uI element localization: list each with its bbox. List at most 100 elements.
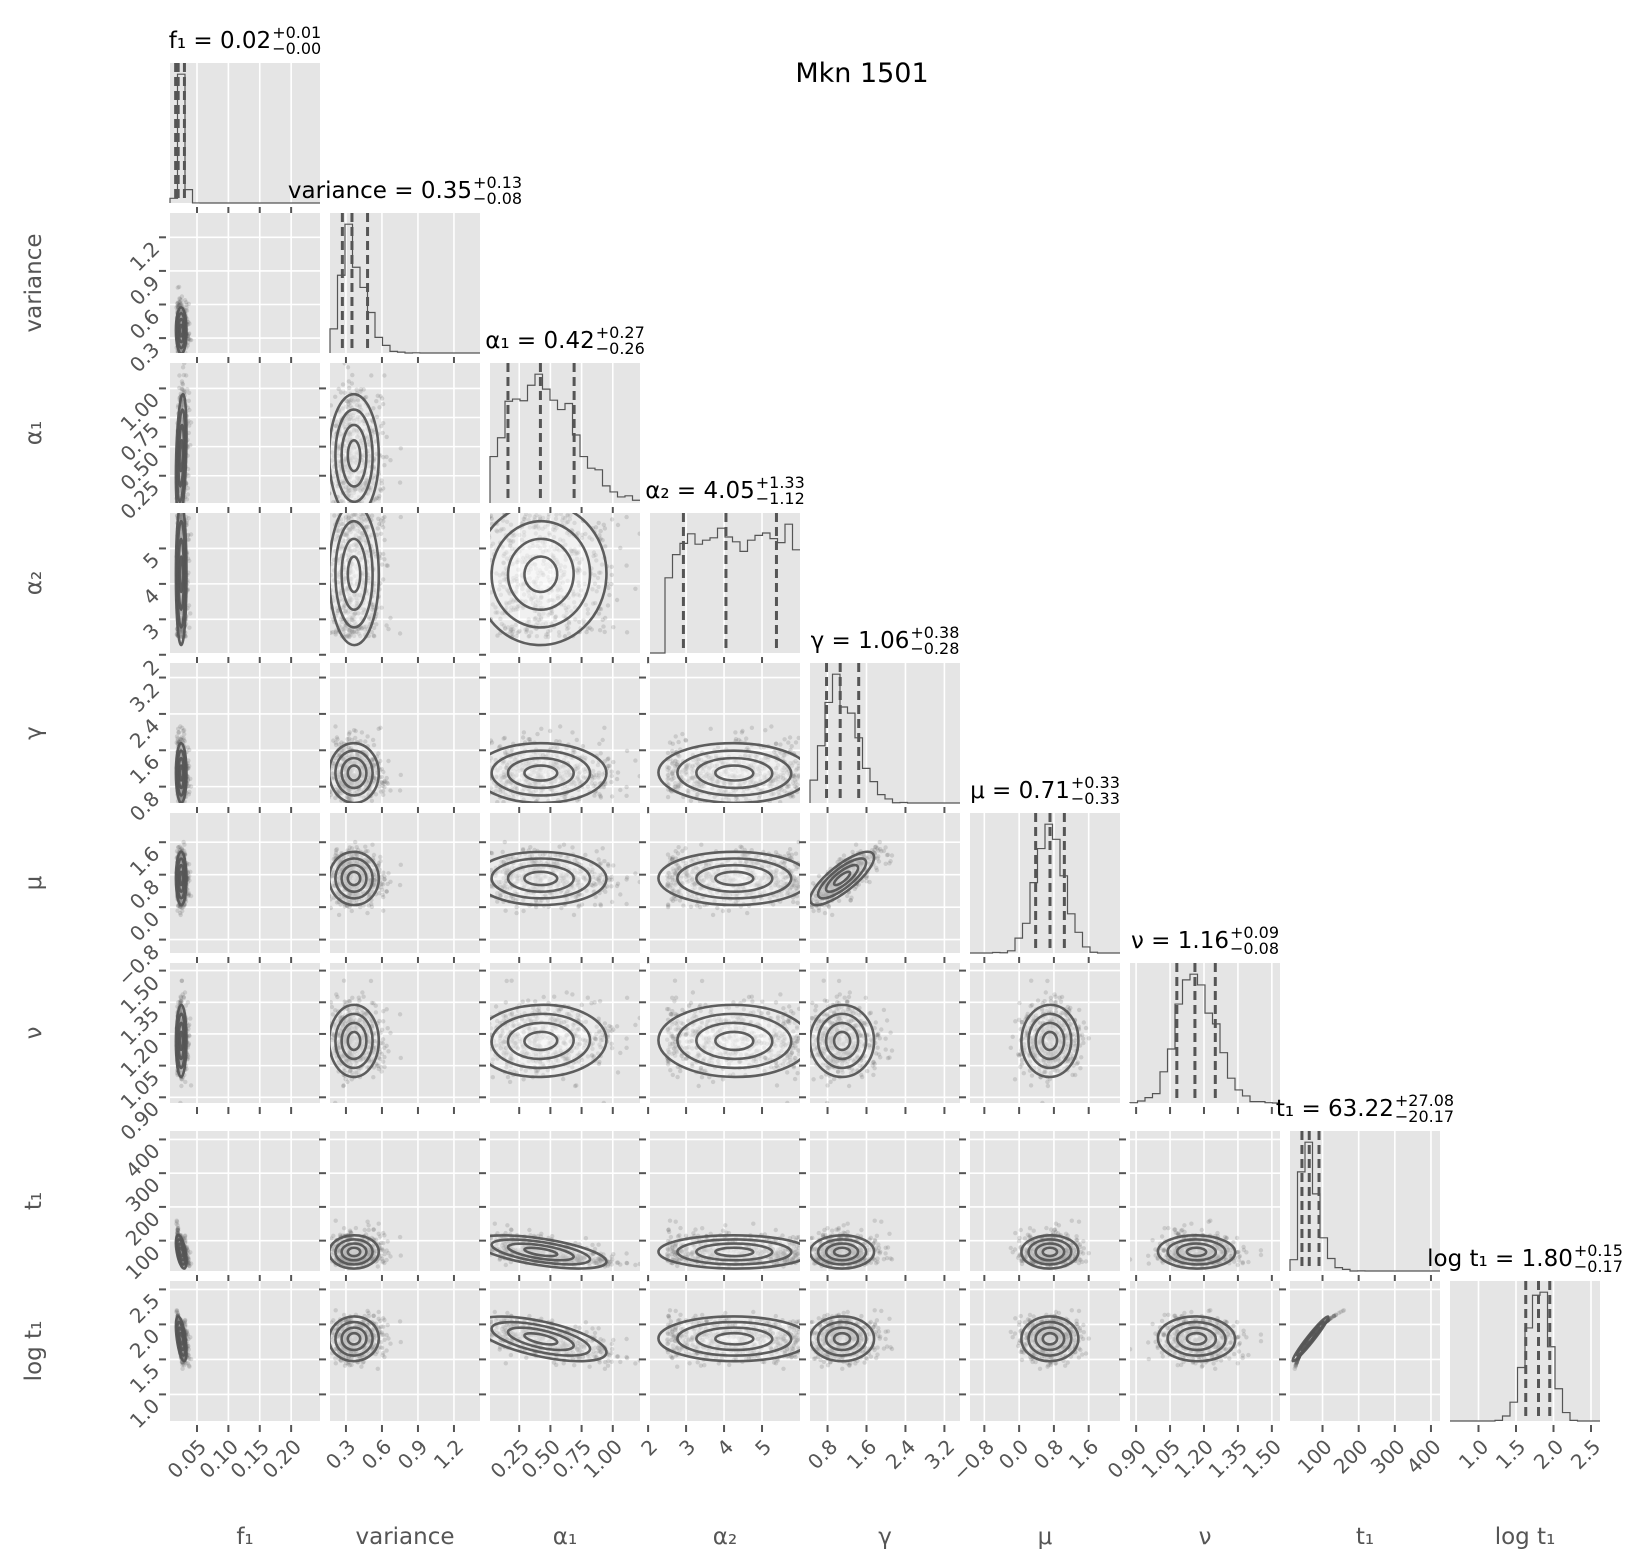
sample-point [355, 435, 360, 440]
sample-point [177, 301, 182, 306]
scatter-panel-2-1 [319, 363, 480, 514]
sample-point [176, 507, 180, 511]
sample-point [185, 387, 190, 392]
sample-point [350, 802, 353, 803]
sample-point [349, 493, 354, 499]
sample-point [322, 479, 326, 483]
sample-point [184, 305, 189, 310]
sample-point [185, 492, 191, 497]
sample-point [348, 415, 353, 420]
sample-point [352, 418, 357, 424]
sample-point [363, 477, 369, 483]
sample-point [354, 402, 360, 408]
sample-point [349, 473, 355, 478]
sample-point [354, 416, 360, 422]
sample-point [331, 474, 336, 479]
sample-point [342, 424, 347, 430]
sample-point [347, 502, 352, 503]
sample-point [358, 436, 363, 441]
sample-point [388, 615, 393, 621]
sample-point [187, 331, 192, 336]
sample-point [346, 488, 352, 493]
sample-point [381, 486, 386, 491]
panel-background [330, 363, 480, 503]
sample-point [360, 454, 365, 460]
sample-point [340, 406, 345, 411]
sample-point [356, 470, 361, 475]
sample-point [342, 390, 348, 395]
sample-point [360, 487, 366, 493]
sample-point [339, 498, 344, 503]
sample-point [186, 390, 192, 395]
sample-point [379, 478, 384, 483]
scatter-points [174, 513, 194, 647]
sample-point [182, 389, 187, 394]
density-contour [346, 438, 362, 473]
sample-point [340, 382, 346, 387]
sample-point [176, 502, 180, 503]
sample-point [485, 551, 489, 555]
sample-point [397, 631, 403, 636]
sample-point [624, 563, 629, 568]
sample-point [349, 395, 355, 400]
sample-point [185, 745, 191, 750]
density-contour [178, 764, 184, 782]
sample-point [349, 455, 354, 461]
sample-point [347, 474, 352, 480]
sample-point [362, 421, 367, 427]
sample-point [342, 456, 348, 461]
sample-point [366, 439, 371, 444]
sample-point [366, 464, 371, 469]
sample-point [351, 399, 357, 404]
sample-point [350, 431, 355, 436]
sample-point [352, 488, 357, 493]
sample-point [371, 406, 376, 411]
sample-point [374, 414, 380, 420]
sample-point [348, 400, 353, 405]
sample-point [344, 484, 349, 490]
sample-point [483, 554, 487, 558]
sample-point [322, 779, 326, 783]
sample-point [334, 419, 339, 424]
sample-point [342, 459, 347, 464]
sample-point [187, 321, 192, 326]
sample-point [384, 563, 389, 568]
sample-point [336, 459, 341, 464]
sample-point [379, 396, 385, 401]
sample-point [344, 437, 350, 442]
sample-point [357, 404, 362, 410]
sample-point [360, 487, 366, 492]
sample-point [386, 503, 390, 507]
sample-point [378, 487, 383, 492]
sample-point [353, 728, 358, 734]
sample-point [350, 413, 356, 418]
sample-point [382, 537, 387, 543]
sample-point [346, 414, 351, 419]
sample-point [490, 617, 491, 620]
sample-point [346, 431, 351, 436]
sample-point [352, 427, 357, 432]
sample-point [490, 527, 491, 531]
histogram-panel-3 [647, 513, 800, 664]
scatter-points [174, 284, 194, 353]
sample-point [186, 301, 191, 307]
sample-point [352, 459, 357, 464]
sample-point [350, 455, 355, 461]
sample-point [356, 432, 362, 438]
sample-point [609, 572, 614, 578]
sample-point [345, 421, 350, 426]
sample-point [602, 629, 607, 635]
sample-point [382, 503, 386, 507]
sample-point [362, 480, 367, 486]
sample-point [346, 470, 352, 475]
sample-point [186, 336, 192, 342]
sample-point [352, 444, 357, 450]
sample-point [380, 516, 385, 521]
sample-point [358, 488, 364, 494]
sample-point [341, 500, 346, 503]
density-contour [178, 323, 184, 338]
sample-point [364, 477, 370, 483]
sample-point [348, 430, 353, 435]
sample-point [178, 297, 184, 303]
sample-point [348, 403, 353, 409]
